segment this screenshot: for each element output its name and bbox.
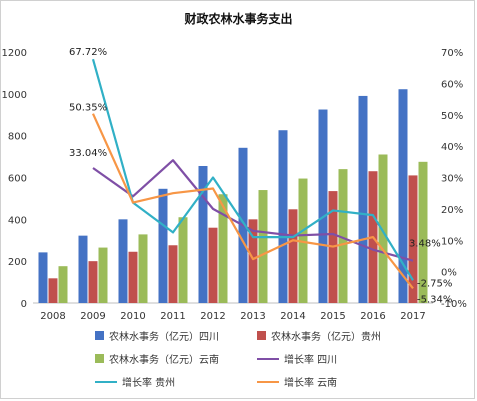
bar (278, 130, 288, 303)
bar (418, 161, 428, 303)
bar (38, 252, 48, 303)
legend-swatch (257, 380, 279, 383)
legend-swatch (95, 354, 104, 363)
x-tick-label: 2014 (280, 311, 305, 322)
legend-swatch (95, 331, 104, 340)
x-tick-label: 2012 (200, 311, 225, 322)
legend-item-line-sichuan: 增长率 四川 (257, 351, 337, 366)
y-right-tick-label: -10% (441, 299, 467, 310)
bar (168, 245, 178, 303)
bar (398, 89, 408, 304)
data-label: 3.48% (409, 239, 441, 250)
growth-rate-line (91, 58, 414, 281)
y-right-tick-label: 0% (441, 268, 457, 279)
x-tick-label: 2010 (120, 311, 145, 322)
data-label: 50.35% (69, 103, 107, 114)
y-right-tick-label: 20% (441, 205, 463, 216)
y-right-tick-label: 40% (441, 142, 463, 153)
x-tick-label: 2015 (320, 311, 345, 322)
y-left-tick-label: 600 (8, 174, 27, 185)
data-label: 67.72% (69, 47, 107, 58)
legend-item-bar-guizhou: 农林水事务（亿元）贵州 (257, 328, 381, 343)
y-right-tick-label: 10% (441, 236, 463, 247)
bar (128, 251, 138, 303)
x-tick-label: 2008 (40, 311, 65, 322)
legend-label: 增长率 云南 (284, 378, 338, 389)
legend-item-bar-sichuan: 农林水事务（亿元）四川 (95, 328, 219, 343)
legend-label: 增长率 四川 (284, 355, 338, 366)
bar (58, 266, 68, 303)
bar (218, 194, 228, 303)
growth-rate-line (91, 113, 414, 290)
chart-title: 财政农林水事务支出 (184, 12, 293, 26)
legend-swatch (257, 331, 266, 340)
bar (48, 278, 58, 303)
x-tick-label: 2013 (240, 311, 265, 322)
chart-plot: 0 200 400 600 800 1000 1200 -10% 0% 10% 20% 30% 40% 5… (2, 47, 467, 322)
bar (78, 235, 88, 303)
y-right-tick-label: 60% (441, 79, 463, 90)
y-left-tick-label: 400 (8, 215, 27, 226)
growth-rate-line (92, 159, 414, 262)
bar (408, 175, 418, 303)
legend-swatch (257, 357, 279, 360)
bar (198, 165, 208, 303)
x-tick-label: 2016 (360, 311, 385, 322)
y-left-tick-label: 800 (8, 132, 27, 143)
legend-swatch (95, 380, 117, 383)
bar (138, 234, 148, 303)
bar (178, 217, 188, 303)
bar (248, 219, 258, 303)
bar (98, 247, 108, 303)
bar (208, 227, 218, 303)
legend-label: 农林水事务（亿元）云南 (109, 355, 219, 366)
bar (358, 95, 368, 303)
x-tick-label: 2009 (80, 311, 105, 322)
y-left-tick-label: 0 (21, 299, 27, 310)
y-right-tick-label: 70% (441, 48, 463, 59)
bar (158, 188, 168, 303)
y-right-tick-label: 50% (441, 111, 463, 122)
legend-label: 增长率 贵州 (122, 378, 176, 389)
y-left-tick-label: 1200 (2, 48, 27, 59)
data-label: -5.34% (417, 294, 452, 305)
bar (378, 154, 388, 303)
bar (318, 109, 328, 303)
y-left-tick-label: 1000 (2, 90, 27, 101)
legend-item-line-yunnan: 增长率 云南 (257, 374, 337, 389)
x-tick-label: 2017 (400, 311, 425, 322)
chart-legend: 农林水事务（亿元）四川 农林水事务（亿元）贵州 农林水事务（亿元）云南 增长率 … (0, 322, 477, 394)
legend-label: 农林水事务（亿元）贵州 (271, 332, 381, 343)
legend-item-line-guizhou: 增长率 贵州 (95, 374, 175, 389)
bar (118, 219, 128, 303)
x-tick-label: 2011 (160, 311, 185, 322)
y-right-tick-label: 30% (441, 174, 463, 185)
legend-label: 农林水事务（亿元）四川 (109, 332, 219, 343)
bar (258, 190, 268, 303)
data-label: -2.75% (417, 278, 452, 289)
bar (88, 261, 98, 303)
bar (338, 169, 348, 303)
y-left-tick-label: 200 (8, 257, 27, 268)
bar (288, 209, 298, 303)
legend-item-bar-yunnan: 农林水事务（亿元）云南 (95, 351, 219, 366)
data-label: 33.04% (69, 148, 107, 159)
